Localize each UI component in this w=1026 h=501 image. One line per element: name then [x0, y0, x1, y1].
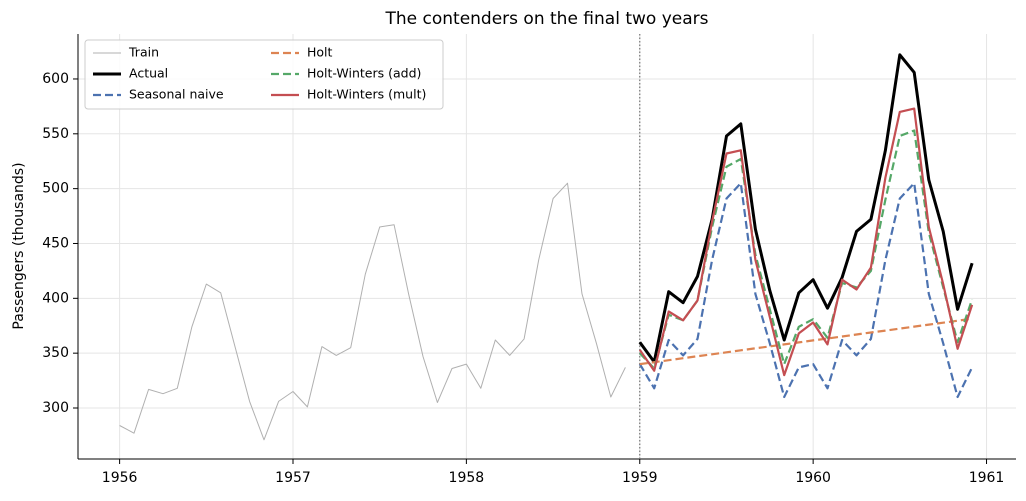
- chart-title: The contenders on the final two years: [384, 9, 708, 29]
- y-tick-label: 550: [42, 126, 69, 142]
- y-tick-label: 450: [42, 235, 69, 251]
- x-tick-label: 1957: [275, 470, 311, 486]
- legend-label: Holt-Winters (add): [307, 66, 421, 81]
- series-line: [119, 182, 626, 441]
- legend-label: Seasonal naive: [129, 87, 224, 102]
- series-line: [638, 107, 974, 377]
- y-tick-label: 600: [42, 71, 69, 87]
- legend-label: Train: [128, 45, 159, 60]
- y-axis-label: Passengers (thousands): [11, 162, 27, 329]
- series-line: [638, 182, 974, 399]
- y-tick-label: 400: [42, 290, 69, 306]
- series-line: [638, 53, 974, 364]
- series-line: [639, 317, 973, 366]
- x-tick-label: 1958: [449, 470, 485, 486]
- x-tick-label: 1961: [969, 470, 1005, 486]
- legend-label: Actual: [129, 66, 168, 81]
- x-tick-label: 1960: [795, 470, 831, 486]
- x-tick-label: 1959: [622, 470, 658, 486]
- x-tick-label: 1956: [102, 470, 138, 486]
- y-tick-label: 350: [42, 345, 69, 361]
- y-tick-label: 500: [42, 181, 69, 197]
- legend-box: [84, 39, 444, 110]
- legend-label: Holt: [307, 45, 333, 60]
- y-tick-label: 300: [42, 400, 69, 416]
- legend-label: Holt-Winters (mult): [307, 87, 426, 102]
